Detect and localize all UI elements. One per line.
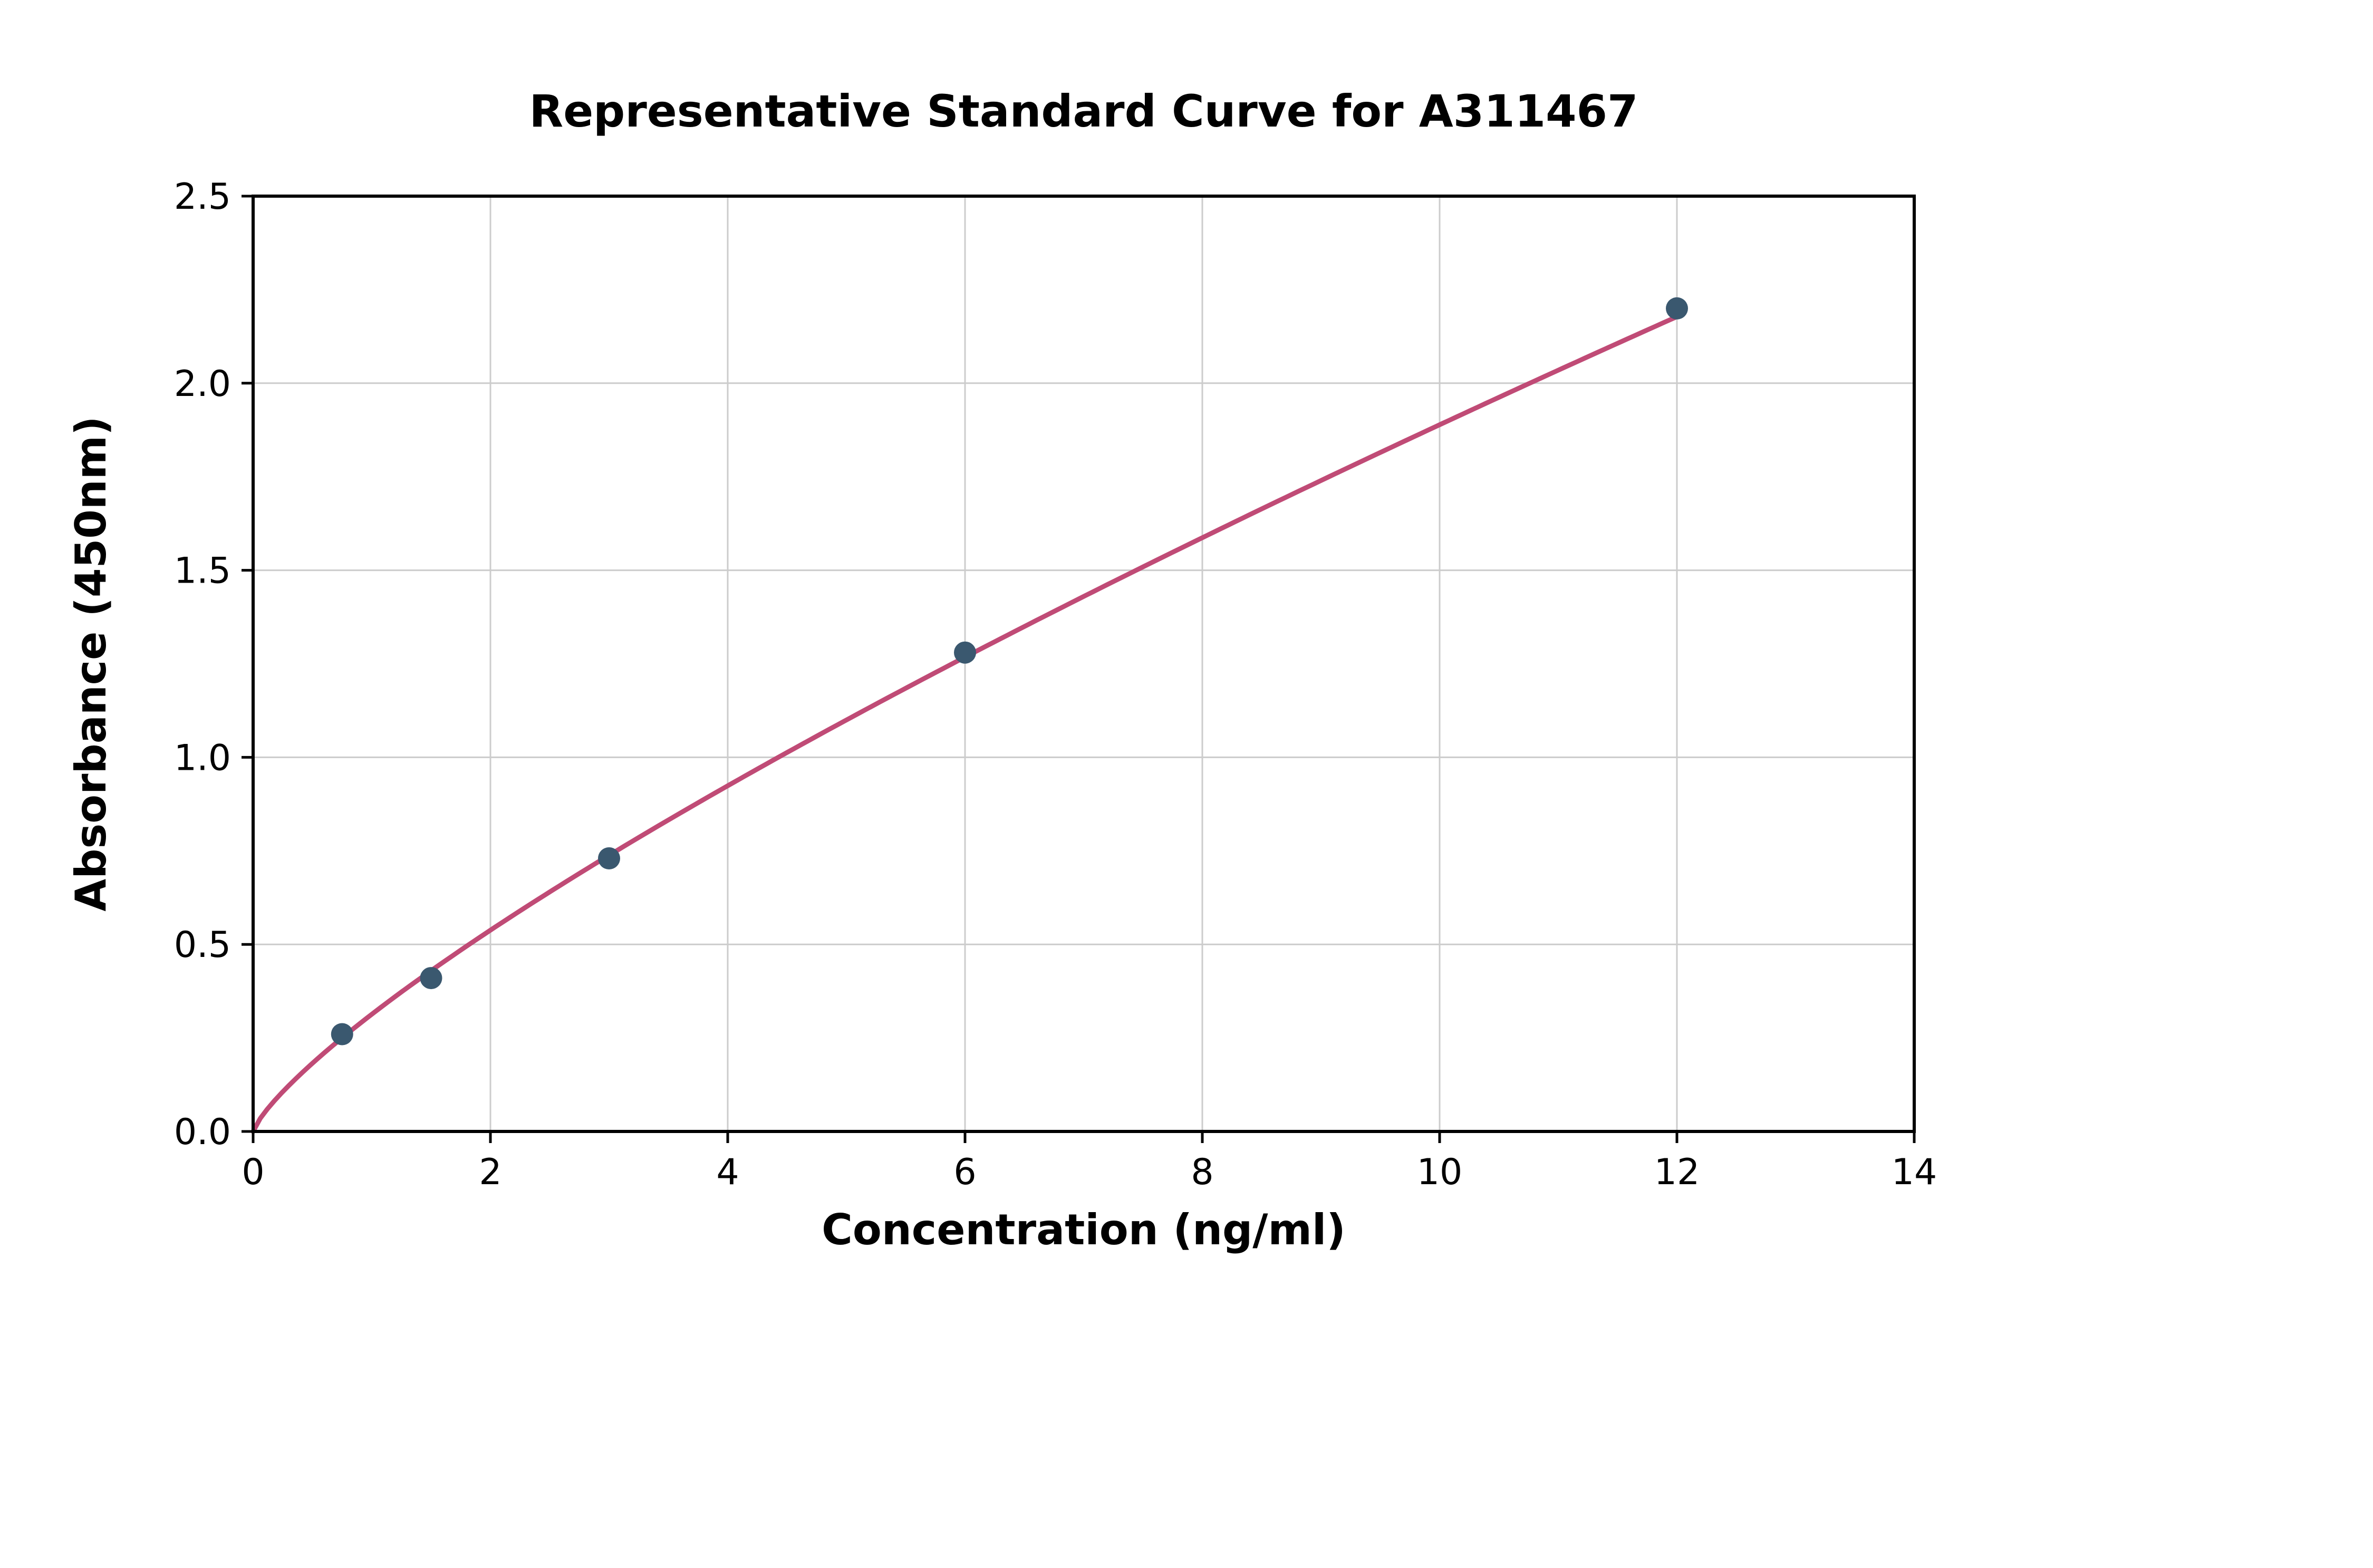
y-tick-label: 1.5 bbox=[174, 550, 231, 592]
data-point bbox=[598, 847, 620, 869]
data-point bbox=[954, 641, 976, 664]
y-tick-label: 2.5 bbox=[174, 176, 231, 218]
x-axis-label: Concentration (ng/ml) bbox=[822, 1205, 1346, 1254]
axes-frame-layer bbox=[252, 195, 1916, 1133]
y-axis-label: Absorbance (450nm) bbox=[66, 416, 115, 911]
x-tick-label: 2 bbox=[479, 1151, 501, 1193]
tick-labels-layer: 0 2 4 6 8 10 12 14 0.0 0.5 1.0 1.5 2.0 2.5 bbox=[174, 176, 1937, 1193]
ticks-layer bbox=[242, 195, 1916, 1143]
y-tick-label: 0.0 bbox=[174, 1111, 231, 1153]
gridlines-layer bbox=[252, 195, 1915, 1133]
x-tick-label: 8 bbox=[1191, 1151, 1213, 1193]
data-point bbox=[1666, 297, 1688, 320]
data-point bbox=[331, 1023, 353, 1046]
plot-border bbox=[252, 195, 1916, 1133]
x-tick-label: 0 bbox=[242, 1151, 264, 1193]
data-point bbox=[420, 967, 442, 990]
y-tick-label: 0.5 bbox=[174, 924, 231, 966]
data-points-layer bbox=[331, 297, 1688, 1046]
x-tick-label: 6 bbox=[953, 1151, 976, 1193]
x-tick-label: 12 bbox=[1654, 1151, 1700, 1193]
y-tick-label: 2.0 bbox=[174, 363, 231, 405]
y-tick-label: 1.0 bbox=[174, 737, 231, 779]
chart-title: Representative Standard Curve for A31146… bbox=[529, 85, 1638, 137]
x-tick-label: 14 bbox=[1892, 1151, 1937, 1193]
x-tick-label: 4 bbox=[716, 1151, 739, 1193]
x-tick-label: 10 bbox=[1417, 1151, 1463, 1193]
